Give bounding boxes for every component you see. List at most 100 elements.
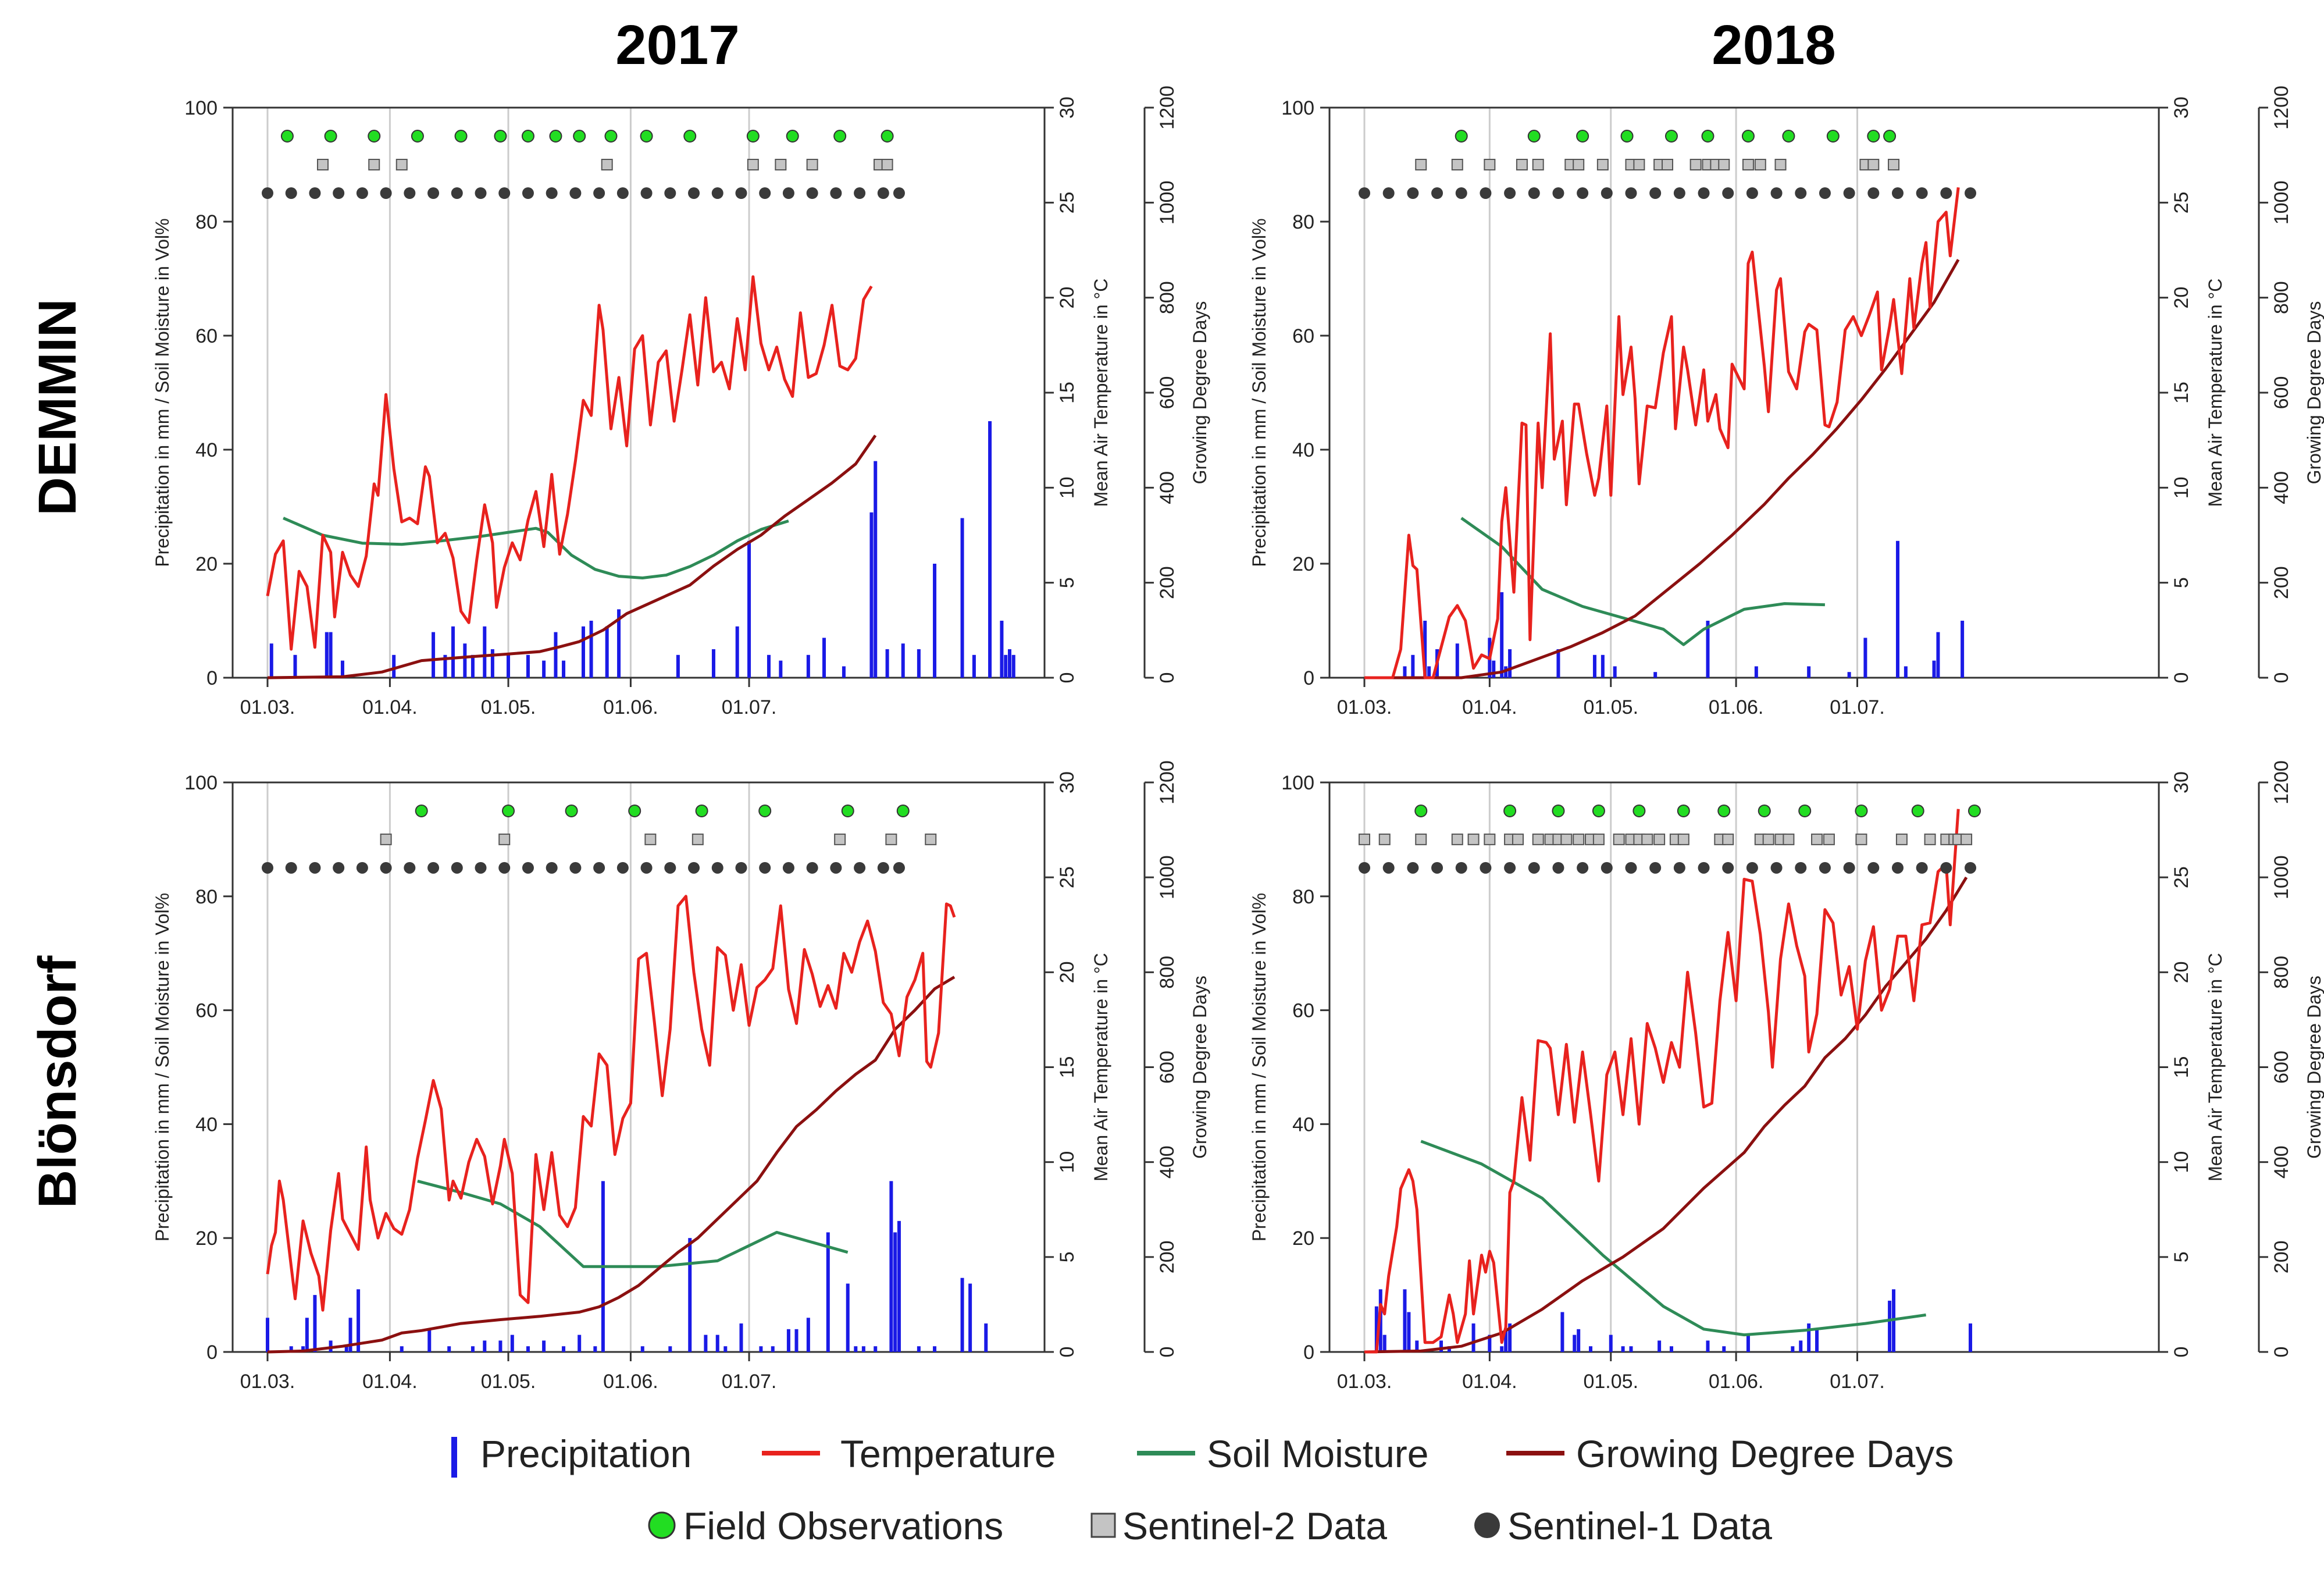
sentinel1-marker [285, 862, 297, 874]
sentinel1-marker [688, 862, 700, 874]
sentinel2-marker [644, 833, 657, 845]
column-title-2017: 2017 [615, 14, 740, 76]
y3-tick-label: 200 [1156, 1240, 1178, 1273]
y-tick-label: 40 [195, 439, 218, 461]
sentinel2-marker [1641, 833, 1653, 845]
sentinel2-marker [747, 159, 759, 170]
precipitation-bar [1403, 1289, 1407, 1352]
precipitation-bar [933, 564, 937, 678]
field-observation-marker [1741, 130, 1755, 143]
legend-sentinel2-marker [1090, 1512, 1116, 1538]
precipitation-bar [1560, 1312, 1564, 1352]
legend: Precipitation Temperature Soil Moisture … [451, 1432, 1954, 1547]
precipitation-bar [1500, 1346, 1504, 1352]
sentinel1-marker [1577, 862, 1589, 874]
y3-tick-label: 0 [1156, 1347, 1178, 1358]
field-observation-marker [1883, 130, 1897, 143]
field-observation-marker [1455, 130, 1468, 143]
precipitation-bar [668, 1346, 672, 1352]
sentinel2-marker [1924, 833, 1936, 845]
temperature-line [1364, 809, 1960, 1354]
sentinel1-marker [735, 862, 747, 874]
sentinel1-marker [522, 187, 534, 199]
precipitation-bar [711, 649, 715, 678]
y-tick-label: 80 [1292, 211, 1314, 233]
y-axis-label: Precipitation in mm / Soil Moisture in V… [1249, 893, 1270, 1241]
field-observation-marker [746, 130, 760, 143]
chart-panels: 01.03. 01.04. 01.05. 01.06. 01.07. 0 20 40 60 80 1… [152, 86, 2324, 1393]
field-observation-marker [881, 130, 894, 143]
y3-tick-label: 1200 [1156, 86, 1178, 130]
field-observation-marker [786, 130, 799, 143]
precipitation-bar [1746, 1334, 1750, 1352]
x-tick-label: 01.06. [1709, 1371, 1764, 1393]
y2-tick-label: 10 [1056, 1151, 1078, 1173]
sentinel1-marker [380, 862, 392, 874]
y2-tick-label: 15 [2170, 382, 2193, 404]
sentinel1-marker [616, 862, 629, 874]
sentinel2-marker [1722, 833, 1734, 845]
precipitation-bar [846, 1283, 850, 1352]
sentinel1-marker [1819, 187, 1831, 199]
sentinel2-marker [775, 159, 787, 170]
precipitation-bar [1601, 654, 1605, 678]
sentinel2-marker [1378, 833, 1391, 845]
sentinel1-marker [522, 862, 534, 874]
sentinel2-marker [1516, 159, 1528, 170]
precipitation-bar [447, 1346, 451, 1352]
legend-temperature-label: Temperature [840, 1432, 1056, 1475]
legend-item-sentinel2: Sentinel-2 Data [1090, 1504, 1387, 1547]
precipitation-bar [960, 1277, 964, 1352]
field-observation-marker [324, 130, 337, 143]
precipitation-bar [301, 1346, 305, 1352]
sentinel1-marker [1649, 187, 1662, 199]
sentinel1-marker [451, 862, 463, 874]
y-axis-label: Precipitation in mm / Soil Moisture in V… [152, 218, 173, 567]
precipitation-bar [1411, 654, 1415, 678]
precipitation-bar [451, 626, 455, 678]
y2-axis-label: Mean Air Temperature in °C [1090, 953, 1111, 1181]
sentinel1-marker [1382, 862, 1395, 874]
y2-tick-label: 5 [2170, 577, 2193, 588]
field-observation-marker [1717, 804, 1731, 817]
y3-tick-label: 400 [2270, 1145, 2293, 1179]
sentinel1-marker [546, 187, 558, 199]
field-observation-marker [1503, 804, 1517, 817]
sentinel2-marker [395, 159, 408, 170]
sentinel1-marker [593, 862, 605, 874]
legend-sentinel1-marker [1474, 1512, 1500, 1538]
sentinel1-marker [1698, 862, 1710, 874]
sentinel1-marker [688, 187, 700, 199]
sentinel1-marker [569, 187, 582, 199]
precipitation-bar [968, 1283, 972, 1352]
sentinel1-marker [427, 862, 440, 874]
sentinel2-marker [1573, 159, 1585, 170]
sentinel1-marker [1940, 862, 1952, 874]
sentinel2-marker [1451, 833, 1463, 845]
sentinel1-marker [285, 187, 297, 199]
plot-frame [1328, 781, 2160, 1353]
precipitation-bar [1011, 654, 1015, 678]
sentinel1-marker [1916, 862, 1928, 874]
sentinel1-marker [893, 187, 905, 199]
y2-tick-label: 20 [2170, 287, 2193, 309]
sentinel2-marker [1961, 833, 1973, 845]
precipitation-bar [704, 1334, 708, 1352]
field-observation-marker [454, 130, 468, 143]
sentinel1-marker [1867, 862, 1880, 874]
y2-tick-label: 30 [1056, 97, 1078, 119]
x-tick-label: 01.03. [240, 1371, 295, 1393]
sentinel1-marker [1698, 187, 1710, 199]
sentinel1-marker [333, 862, 345, 874]
sentinel1-marker [1359, 187, 1370, 199]
precipitation-bar [293, 654, 297, 678]
y2-tick-label: 0 [1056, 672, 1078, 684]
field-observation-marker [1664, 130, 1678, 143]
sentinel1-marker [404, 187, 416, 199]
precipitation-bar [498, 1340, 502, 1352]
sentinel2-marker [1484, 833, 1496, 845]
precipitation-bar [578, 1334, 582, 1352]
sentinel1-marker [1843, 862, 1855, 874]
x-tick-label: 01.07. [1830, 1371, 1885, 1393]
sentinel1-marker [782, 862, 794, 874]
